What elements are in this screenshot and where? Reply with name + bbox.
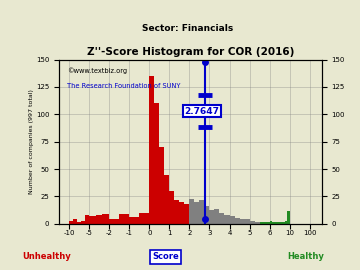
- Bar: [164, 175, 169, 224]
- Bar: [270, 221, 272, 224]
- Bar: [199, 200, 204, 224]
- Bar: [119, 214, 129, 224]
- Bar: [149, 76, 154, 224]
- Bar: [277, 222, 280, 224]
- Bar: [275, 222, 277, 224]
- Bar: [287, 211, 290, 224]
- Bar: [189, 199, 194, 224]
- Bar: [220, 213, 225, 224]
- Bar: [184, 204, 189, 224]
- Bar: [234, 218, 239, 224]
- Bar: [230, 216, 234, 224]
- Bar: [73, 220, 77, 224]
- Y-axis label: Number of companies (997 total): Number of companies (997 total): [30, 89, 35, 194]
- Bar: [81, 221, 85, 224]
- Bar: [249, 221, 255, 224]
- Bar: [89, 216, 96, 224]
- Text: The Research Foundation of SUNY: The Research Foundation of SUNY: [67, 83, 180, 89]
- Bar: [159, 147, 164, 224]
- Bar: [239, 220, 244, 224]
- Bar: [244, 220, 249, 224]
- Bar: [260, 222, 265, 224]
- Bar: [85, 215, 89, 224]
- Text: ©www.textbiz.org: ©www.textbiz.org: [67, 68, 127, 75]
- Bar: [103, 214, 106, 224]
- Bar: [77, 222, 81, 224]
- Bar: [215, 208, 220, 224]
- Text: Score: Score: [152, 252, 179, 261]
- Bar: [265, 222, 270, 224]
- Bar: [280, 222, 282, 224]
- Bar: [174, 200, 179, 224]
- Bar: [179, 202, 184, 224]
- Text: 2.7647: 2.7647: [184, 107, 219, 116]
- Title: Z''-Score Histogram for COR (2016): Z''-Score Histogram for COR (2016): [87, 48, 294, 58]
- Bar: [210, 210, 215, 224]
- Bar: [129, 217, 139, 224]
- Bar: [285, 221, 287, 224]
- Text: Healthy: Healthy: [288, 252, 324, 261]
- Text: Unhealthy: Unhealthy: [22, 252, 71, 261]
- Bar: [194, 202, 199, 224]
- Bar: [69, 221, 73, 224]
- Bar: [225, 215, 230, 224]
- Bar: [96, 215, 103, 224]
- Bar: [169, 191, 174, 224]
- Bar: [282, 222, 285, 224]
- Text: Sector: Financials: Sector: Financials: [141, 24, 233, 33]
- Bar: [106, 214, 109, 224]
- Bar: [109, 220, 119, 224]
- Bar: [255, 222, 260, 224]
- Bar: [272, 222, 275, 224]
- Bar: [139, 213, 149, 224]
- Bar: [204, 206, 210, 224]
- Bar: [154, 103, 159, 224]
